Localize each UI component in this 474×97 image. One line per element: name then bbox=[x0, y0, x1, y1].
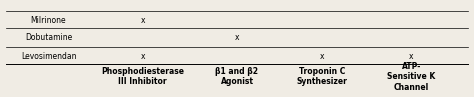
Text: x: x bbox=[319, 52, 324, 61]
Text: x: x bbox=[235, 33, 239, 42]
Text: x: x bbox=[140, 52, 145, 61]
Text: Dobutamine: Dobutamine bbox=[25, 33, 72, 42]
Text: x: x bbox=[140, 16, 145, 25]
Text: x: x bbox=[409, 52, 414, 61]
Text: Milrinone: Milrinone bbox=[31, 16, 66, 25]
Text: β1 and β2
Agonist: β1 and β2 Agonist bbox=[216, 67, 258, 86]
Text: Troponin C
Synthesizer: Troponin C Synthesizer bbox=[296, 67, 347, 86]
Text: ATP-
Sensitive K
Channel: ATP- Sensitive K Channel bbox=[387, 62, 436, 92]
Text: Levosimendan: Levosimendan bbox=[21, 52, 76, 61]
Text: Phosphodiesterase
III Inhibitor: Phosphodiesterase III Inhibitor bbox=[101, 67, 184, 86]
